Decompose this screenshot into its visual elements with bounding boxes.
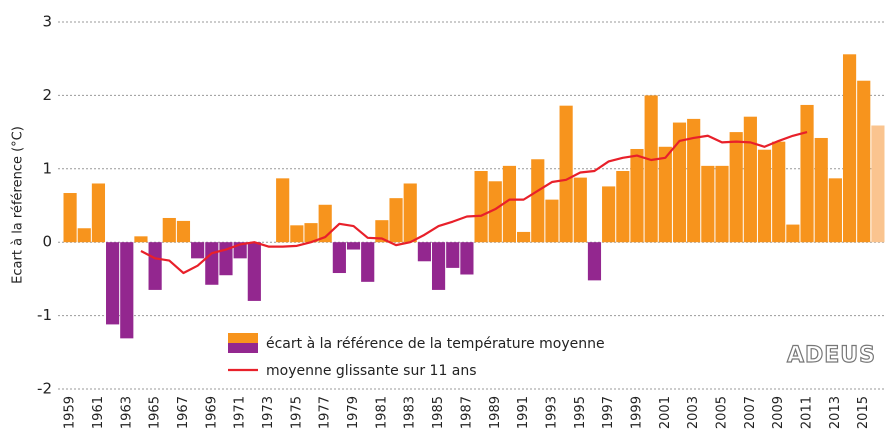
x-tick-label: 2013: [828, 396, 843, 429]
legend-swatch: [228, 333, 258, 343]
bar: [460, 242, 474, 275]
x-tick-label: 2001: [658, 396, 673, 429]
bar: [517, 231, 531, 243]
bar: [757, 149, 772, 243]
legend-label: moyenne glissante sur 11 ans: [266, 363, 477, 379]
bar: [644, 95, 658, 243]
bar: [729, 132, 743, 243]
bar: [616, 171, 630, 243]
y-tick-label: 2: [42, 86, 52, 104]
x-tick-label: 1995: [573, 396, 588, 429]
x-tick-label: 1969: [204, 396, 219, 429]
bar: [77, 228, 91, 243]
bar: [120, 242, 134, 339]
x-tick-label: 2007: [743, 396, 758, 429]
bar: [148, 242, 162, 290]
bar: [587, 242, 602, 281]
bar: [488, 181, 502, 243]
legend-swatch: [228, 343, 258, 353]
bar: [63, 193, 77, 243]
bar: [91, 183, 106, 243]
bar: [417, 242, 431, 262]
x-tick-label: 1977: [318, 396, 333, 429]
x-tick-label: 1961: [91, 396, 106, 429]
x-tick-label: 2003: [686, 396, 701, 429]
x-tick-label: 1979: [346, 396, 361, 429]
x-tick-label: 1973: [261, 396, 276, 429]
y-tick-label: 3: [42, 13, 52, 31]
y-axis-label: Ecart à la référence (°C): [11, 126, 26, 284]
x-tick-label: 1993: [544, 396, 559, 429]
x-tick-label: 2015: [856, 396, 871, 429]
bar: [290, 225, 304, 243]
y-tick-label: 0: [42, 233, 52, 251]
bar: [531, 159, 545, 243]
x-tick-label: 1989: [488, 396, 503, 429]
x-tick-label: 2005: [715, 396, 730, 429]
x-tick-label: 1963: [119, 396, 134, 429]
bar: [205, 242, 219, 285]
bar: [502, 165, 517, 243]
x-tick-label: 1975: [289, 396, 304, 429]
x-tick-label: 1959: [63, 396, 78, 429]
bar: [389, 198, 403, 243]
moving-average-line: [140, 131, 808, 275]
x-tick-label: 1987: [459, 396, 474, 429]
x-tick-label: 1985: [431, 396, 446, 429]
bar: [800, 104, 814, 243]
x-tick-label: 1971: [233, 396, 248, 429]
bar: [672, 122, 687, 243]
bar: [545, 199, 559, 243]
bar: [375, 220, 389, 243]
bar: [559, 105, 573, 243]
bar: [857, 80, 871, 243]
y-tick-label: -2: [37, 380, 52, 398]
bar: [786, 224, 800, 243]
bar: [573, 177, 587, 243]
bar: [658, 146, 672, 243]
x-tick-label: 1965: [148, 396, 163, 429]
bar: [191, 242, 205, 259]
bar: [814, 137, 828, 243]
bar: [361, 242, 375, 282]
bar: [162, 217, 176, 243]
bar: [106, 242, 120, 325]
bar: [304, 223, 318, 243]
bar: [743, 116, 757, 243]
bar: [630, 148, 644, 243]
bar: [134, 236, 148, 243]
logo: ADEUS: [787, 343, 876, 368]
y-tick-label: 1: [42, 159, 52, 177]
bar: [403, 183, 417, 243]
bar: [871, 125, 885, 243]
x-tick-label: 1997: [601, 396, 616, 429]
bar: [687, 118, 701, 243]
bar: [276, 178, 290, 243]
bar: [715, 165, 729, 243]
bar: [346, 242, 361, 250]
bar: [602, 186, 616, 243]
bar: [842, 54, 857, 243]
bar: [772, 141, 786, 243]
bar: [701, 165, 715, 243]
x-tick-label: 1983: [403, 396, 418, 429]
y-tick-label: -1: [37, 306, 52, 324]
bar: [431, 242, 446, 290]
x-tick-label: 1999: [629, 396, 644, 429]
x-tick-label: 1991: [516, 396, 531, 429]
bar: [828, 178, 842, 243]
bar: [176, 220, 191, 243]
x-tick-label: 1981: [374, 396, 389, 429]
legend-label: écart à la référence de la température m…: [266, 336, 605, 352]
bar: [474, 171, 488, 243]
x-tick-label: 2009: [771, 396, 786, 429]
x-tick-label: 2011: [800, 396, 815, 429]
bar: [332, 242, 346, 274]
x-tick-label: 1967: [176, 396, 191, 429]
bar: [247, 242, 261, 301]
bar: [446, 242, 460, 268]
